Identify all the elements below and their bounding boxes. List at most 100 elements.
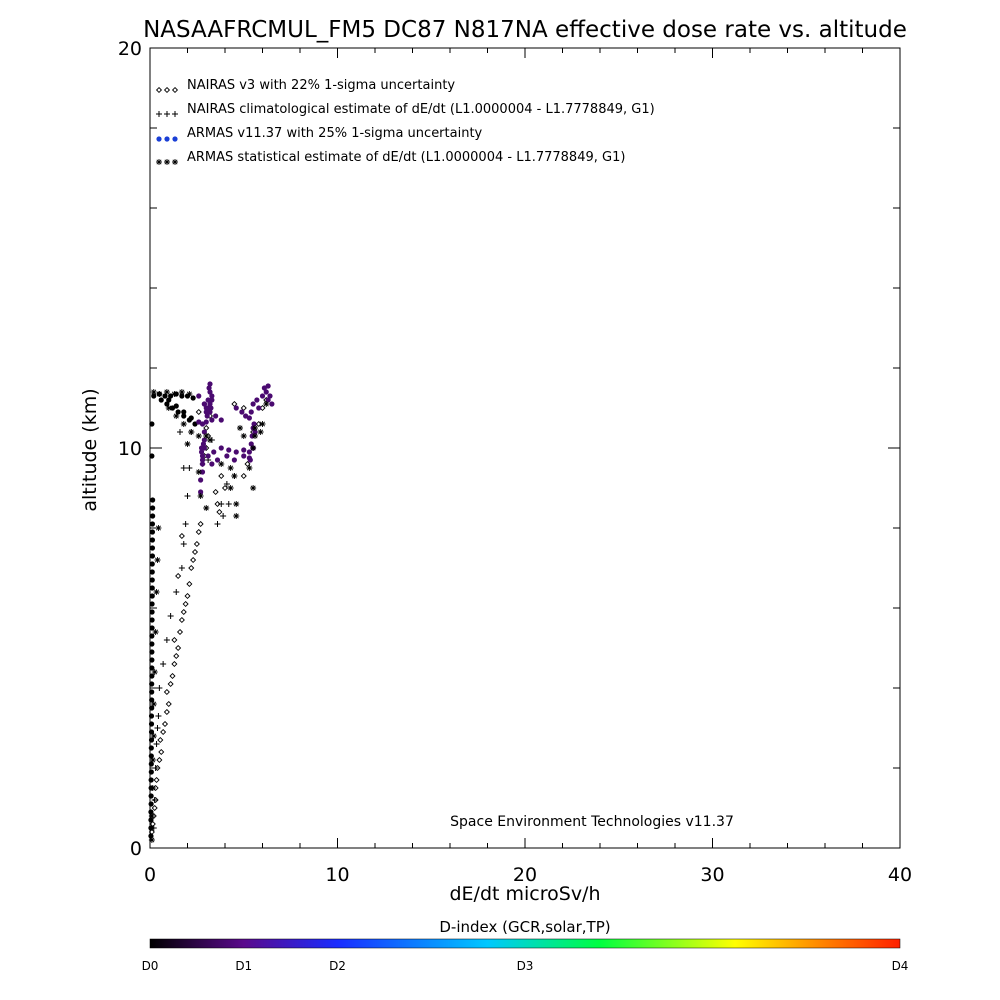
data-point [199, 469, 206, 475]
data-point [169, 672, 176, 680]
data-point [178, 565, 185, 571]
data-point [148, 813, 155, 819]
data-point [206, 385, 212, 391]
data-point [263, 401, 270, 407]
data-point [173, 652, 180, 660]
data-point [177, 429, 183, 435]
legend-label: ARMAS statistical estimate of dE/dt (L1.… [187, 150, 625, 165]
data-point [181, 409, 187, 415]
data-point [155, 525, 162, 531]
axis-ticks [149, 47, 901, 849]
legend-marker [164, 111, 170, 117]
colorbar-label: D4 [892, 959, 909, 973]
data-point [193, 540, 200, 548]
data-point [152, 796, 159, 804]
legend-marker [172, 136, 178, 142]
data-point [207, 437, 213, 443]
data-point [175, 644, 182, 652]
legend-item: NAIRAS v3 with 22% 1-sigma uncertainty [155, 78, 455, 94]
data-point [149, 697, 155, 703]
data-point [149, 681, 155, 687]
y-tick-label: 10 [118, 438, 142, 460]
data-point [188, 415, 194, 421]
data-point [148, 777, 154, 783]
data-point [188, 429, 195, 435]
data-point [198, 445, 205, 451]
data-point [149, 553, 156, 559]
data-point [259, 421, 266, 427]
data-point [163, 688, 170, 696]
data-point [168, 393, 174, 399]
data-point [206, 409, 212, 415]
data-point [207, 381, 213, 387]
data-point [186, 580, 193, 588]
data-point [148, 729, 155, 735]
data-point [151, 393, 157, 399]
data-point [246, 449, 252, 455]
data-point [150, 497, 156, 503]
data-point [180, 421, 187, 427]
data-point [153, 741, 160, 747]
data-point [149, 601, 155, 607]
data-point [197, 493, 204, 499]
data-point [218, 461, 225, 467]
data-point [173, 589, 180, 595]
data-point [149, 529, 156, 535]
data-point [200, 441, 207, 447]
data-point [171, 636, 178, 644]
data-point [154, 557, 161, 563]
data-point [156, 685, 163, 691]
data-point [150, 701, 157, 707]
data-point [231, 473, 238, 479]
credit-text: Space Environment Technologies v11.37 [450, 814, 734, 830]
data-point [240, 433, 247, 439]
data-point [198, 489, 204, 495]
data-point [250, 485, 257, 491]
data-point [148, 793, 154, 799]
data-point [155, 713, 162, 719]
data-point [196, 393, 202, 399]
data-point [163, 637, 170, 643]
data-point [246, 415, 252, 421]
legend: NAIRAS v3 with 22% 1-sigma uncertainty NA… [155, 78, 655, 165]
data-point [218, 472, 225, 480]
legend-label: ARMAS v11.37 with 25% 1-sigma uncertaint… [187, 126, 483, 141]
data-point [201, 437, 207, 443]
data-point [178, 532, 185, 540]
data-point [205, 453, 211, 459]
data-point [223, 481, 230, 487]
legend-label: NAIRAS v3 with 22% 1-sigma uncertainty [187, 78, 455, 93]
data-point [150, 733, 157, 739]
data-point [167, 680, 174, 688]
data-point [195, 469, 202, 475]
data-point [148, 817, 154, 823]
chart-title: NASAAFRCMUL_FM5 DC87 N817NA effective do… [143, 17, 907, 43]
colorbar-labels: D0 D1 D2 D3 D4 [142, 959, 909, 973]
data-point [198, 477, 204, 483]
data-point [221, 484, 229, 492]
data-point [233, 405, 239, 411]
data-point [195, 408, 202, 416]
data-point [247, 457, 253, 463]
data-point [195, 528, 202, 536]
data-point [199, 457, 206, 463]
data-point [251, 421, 257, 427]
data-point [186, 391, 193, 397]
data-point [248, 441, 254, 447]
data-point [148, 769, 154, 775]
colorbar-label: D3 [517, 959, 534, 973]
data-point [149, 665, 155, 671]
plot-area [149, 47, 901, 849]
data-point [256, 405, 262, 411]
data-point [175, 572, 182, 580]
data-point [160, 661, 167, 667]
data-point [214, 521, 221, 527]
data-point [149, 625, 155, 631]
data-point [149, 537, 156, 543]
colorbar-label: D1 [235, 959, 252, 973]
colorbar-label: D0 [142, 959, 159, 973]
data-point [152, 629, 159, 635]
legend-label: NAIRAS climatological estimate of dE/dt … [187, 102, 655, 117]
data-point [184, 493, 191, 499]
data-point [233, 513, 240, 519]
